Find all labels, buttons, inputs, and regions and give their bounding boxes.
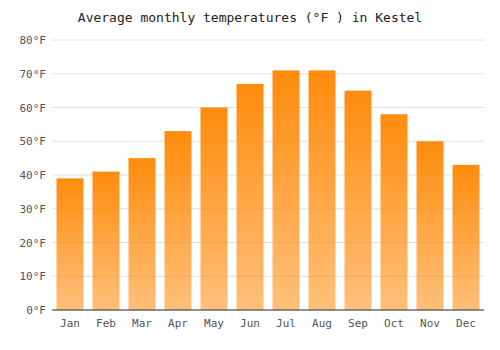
bar [309, 70, 336, 310]
title: Average monthly temperatures (°F ) in Ke… [78, 10, 422, 25]
grid-line [52, 40, 484, 41]
x-tick-label: Jun [240, 317, 260, 330]
x-tick-label: Jul [276, 317, 296, 330]
x-tick-label: Apr [168, 317, 188, 330]
bar [345, 91, 372, 310]
x-tick-label: Sep [348, 317, 368, 330]
y-tick-label: 30°F [20, 203, 47, 216]
y-tick-label: 10°F [20, 270, 47, 283]
bar [417, 141, 444, 310]
grid-line [52, 107, 484, 108]
y-tick-label: 40°F [20, 169, 47, 182]
y-tick-label: 0°F [26, 304, 46, 317]
bar [237, 84, 264, 310]
bar [165, 131, 192, 310]
bar [381, 114, 408, 310]
chart-container: Average monthly temperatures (°F ) in Ke… [0, 0, 500, 350]
x-tick-label: Feb [96, 317, 116, 330]
y-tick-label: 60°F [20, 102, 47, 115]
bars [57, 70, 480, 310]
x-tick-label: Aug [312, 317, 332, 330]
y-tick-label: 50°F [20, 135, 47, 148]
x-tick-label: Nov [420, 317, 440, 330]
bar [201, 108, 228, 311]
x-tick-label: Oct [384, 317, 404, 330]
y-tick-label: 80°F [20, 34, 47, 47]
bar [129, 158, 156, 310]
bar [453, 165, 480, 310]
bar [93, 172, 120, 310]
y-axis: 0°F 10°F 20°F 30°F 40°F 50°F 60°F 70°F 80°F [20, 34, 485, 317]
grid-line [52, 310, 484, 311]
chart: Average monthly temperatures (°F ) in Ke… [0, 0, 500, 350]
bar [273, 70, 300, 310]
x-tick-label: May [204, 317, 224, 330]
x-tick-label: Jan [60, 317, 80, 330]
y-tick-label: 70°F [20, 68, 47, 81]
x-tick-label: Dec [456, 317, 476, 330]
x-tick-label: Mar [132, 317, 152, 330]
x-axis: Jan Feb Mar Apr May Jun Jul Aug Sep Oct Nov Dec [52, 310, 484, 330]
grid-line [52, 73, 484, 74]
bar [57, 178, 84, 310]
x-axis-line [52, 310, 484, 311]
y-tick-label: 20°F [20, 237, 47, 250]
